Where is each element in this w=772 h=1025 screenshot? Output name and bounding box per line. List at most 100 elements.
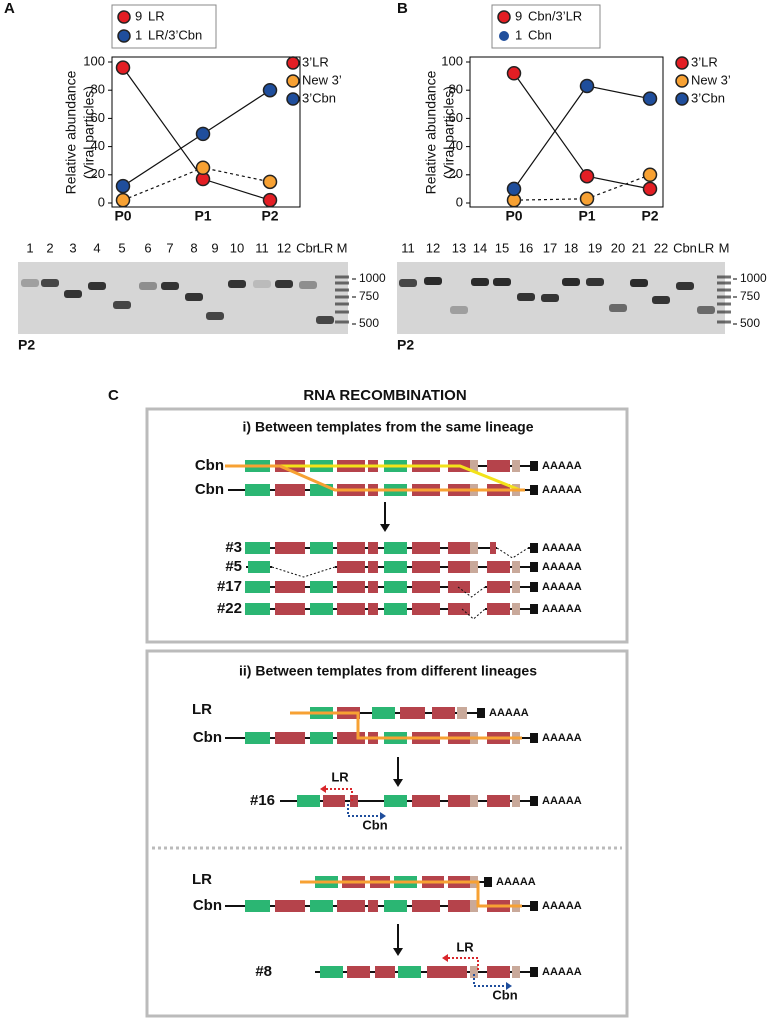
gene-block <box>245 732 270 744</box>
gap <box>497 546 528 550</box>
gene-block <box>448 900 470 912</box>
gel <box>397 262 725 334</box>
y-tick-label: 100 <box>441 53 463 68</box>
gene-block <box>400 707 425 719</box>
legend-marker <box>117 29 131 43</box>
ladder-band <box>335 281 349 285</box>
gene-block <box>512 795 520 807</box>
data-point <box>579 78 595 94</box>
gene-block <box>337 581 365 593</box>
gene-block <box>375 966 395 978</box>
gene-block <box>448 603 460 615</box>
legend-label: New 3’ <box>691 72 731 87</box>
gene-block <box>275 581 305 593</box>
marker-label: 750 <box>740 289 760 303</box>
poly-a-box <box>530 543 538 553</box>
gene-block <box>245 900 270 912</box>
gene-block <box>432 707 455 719</box>
gene-block <box>487 581 510 593</box>
lane-label: 16 <box>519 240 533 255</box>
ladder-band <box>335 302 349 306</box>
data-point <box>115 60 131 75</box>
legend-box <box>111 4 217 49</box>
row-label: #22 <box>217 600 242 617</box>
poly-a-box <box>530 796 538 806</box>
gene-block <box>350 795 358 807</box>
gene-block <box>248 561 270 573</box>
gene-block <box>368 603 378 615</box>
legend-marker <box>675 92 689 106</box>
gene-block <box>275 484 305 496</box>
row-label: #8 <box>255 963 272 980</box>
legend-marker <box>286 56 300 70</box>
gene-block <box>368 581 378 593</box>
legend-label: 3’LR <box>691 54 718 69</box>
row-label: #3 <box>225 539 242 556</box>
section-box <box>145 649 629 1018</box>
y-tick-label: 80 <box>449 82 463 97</box>
band <box>113 301 131 309</box>
poly-a: AAAAA <box>489 707 529 719</box>
arrow-head <box>393 948 403 956</box>
gene-block <box>337 561 365 573</box>
gene-block <box>337 542 365 554</box>
legend-label: New 3’ <box>302 72 342 87</box>
ladder-band <box>717 310 731 314</box>
legend-label: LR <box>148 8 165 23</box>
switch-arrow <box>326 788 353 801</box>
data-point <box>115 192 131 208</box>
data-point <box>642 167 658 183</box>
poly-a-box <box>477 708 485 718</box>
lane-label: 12 <box>277 240 291 255</box>
data-point <box>579 191 595 207</box>
lane-label: 4 <box>93 240 100 255</box>
x-tick-label: P2 <box>641 208 658 224</box>
band <box>609 304 627 312</box>
poly-a-box <box>530 901 538 911</box>
legend-label: 3’Cbn <box>691 90 725 105</box>
lane-label: 12 <box>426 240 440 255</box>
gene-block <box>427 966 449 978</box>
legend-marker <box>117 10 131 24</box>
switch-label: Cbn <box>362 817 387 832</box>
section-title: i) Between templates from the same linea… <box>243 419 534 435</box>
band <box>139 282 157 290</box>
data-point <box>115 178 131 194</box>
gene-block <box>512 460 520 472</box>
gene-block <box>512 966 520 978</box>
gene-block <box>470 966 478 978</box>
diagram-title: RNA RECOMBINATION <box>303 387 466 404</box>
deletion <box>461 608 486 620</box>
gene-block <box>310 900 333 912</box>
legend-marker <box>675 74 689 88</box>
lane-label: 15 <box>495 240 509 255</box>
gene-block <box>245 581 270 593</box>
legend-count: 1 <box>515 27 522 42</box>
gene-block <box>310 581 333 593</box>
marker-label: 750 <box>359 289 379 303</box>
band <box>185 293 203 301</box>
ladder-band <box>335 275 349 279</box>
gene-block <box>448 581 456 593</box>
gene-block <box>347 966 370 978</box>
legend-marker <box>286 74 300 88</box>
x-tick-label: P1 <box>578 208 595 224</box>
lane-label: 20 <box>611 240 625 255</box>
band <box>697 306 715 314</box>
crossover <box>300 880 522 908</box>
lane-label: M <box>337 240 348 255</box>
lane-label: 14 <box>473 240 487 255</box>
switch-head <box>380 812 386 820</box>
data-point <box>262 192 278 208</box>
gene-block <box>487 561 510 573</box>
band <box>41 279 59 287</box>
legend-marker <box>499 31 509 41</box>
legend-marker <box>675 56 689 70</box>
poly-a: AAAAA <box>542 795 582 807</box>
gene-block <box>384 542 407 554</box>
data-point <box>195 160 211 175</box>
data-point <box>506 181 522 197</box>
gene-block <box>412 603 440 615</box>
section-box <box>145 407 629 644</box>
band <box>228 280 246 288</box>
